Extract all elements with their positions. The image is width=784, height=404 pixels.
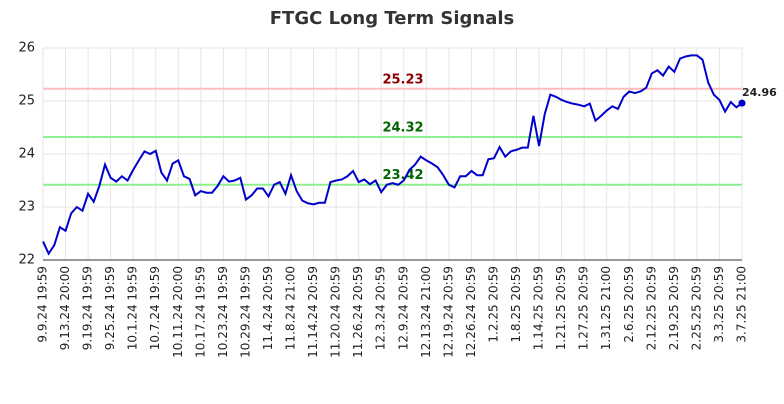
x-tick-label: 2.19.25 20:59 — [667, 266, 681, 350]
x-tick-label: 12.3.24 20:59 — [374, 266, 388, 350]
price-line — [42, 54, 743, 256]
x-tick-label: 1.14.25 20:59 — [532, 266, 546, 350]
x-tick-label: 11.26.24 20:59 — [351, 266, 365, 358]
x-tick-label: 12.9.24 20:59 — [396, 266, 410, 350]
x-tick-label: 1.21.25 20:59 — [554, 266, 568, 350]
x-tick-label: 10.11.24 20:00 — [171, 266, 185, 358]
x-tick-label: 1.8.25 20:59 — [509, 266, 523, 343]
x-tick-label: 12.19.24 20:59 — [441, 266, 455, 358]
x-tick-label: 2.25.25 20:59 — [689, 266, 703, 350]
x-tick-label: 9.9.24 19:59 — [36, 266, 50, 343]
chart-title: FTGC Long Term Signals — [270, 8, 515, 29]
x-tick-label: 2.12.25 20:59 — [644, 266, 658, 350]
signal-label: 25.23 — [382, 72, 423, 87]
x-tick-label: 10.1.24 19:59 — [126, 266, 140, 350]
x-tick-label: 11.14.24 20:59 — [306, 266, 320, 358]
y-tick-label: 23 — [18, 200, 35, 215]
y-tick-label: 24 — [18, 147, 35, 162]
x-tick-label: 12.26.24 20:59 — [464, 266, 478, 358]
x-tick-label: 10.7.24 19:59 — [148, 266, 162, 350]
y-tick-label: 25 — [18, 94, 35, 109]
x-tick-label: 1.2.25 20:59 — [486, 266, 500, 343]
x-tick-label: 9.19.24 19:59 — [81, 266, 95, 350]
x-tick-label: 1.27.25 20:59 — [577, 266, 591, 350]
x-tick-label: 12.13.24 21:00 — [419, 266, 433, 358]
signal-label: 23.42 — [382, 168, 423, 183]
x-tick-label: 9.25.24 19:59 — [103, 266, 117, 350]
y-tick-label: 22 — [18, 253, 35, 268]
x-tick-label: 1.31.25 21:00 — [599, 266, 613, 350]
x-tick-label: 11.4.24 20:59 — [261, 266, 275, 350]
x-tick-label: 2.6.25 20:59 — [622, 266, 636, 343]
x-tick-label: 11.8.24 21:00 — [284, 266, 298, 350]
last-value-label: 24.96 — [742, 86, 777, 99]
last-point — [738, 99, 746, 107]
x-tick-label: 10.17.24 19:59 — [193, 266, 207, 358]
x-tick-label: 10.23.24 19:59 — [216, 266, 230, 358]
x-tick-label: 11.20.24 20:59 — [329, 266, 343, 358]
y-tick-label: 26 — [18, 41, 35, 56]
x-tick-label: 9.13.24 20:00 — [58, 266, 72, 350]
signal-label: 24.32 — [382, 121, 423, 136]
x-tick-label: 10.29.24 19:59 — [238, 266, 252, 358]
x-tick-label: 3.3.25 20:59 — [712, 266, 726, 343]
x-tick-label: 3.7.25 21:00 — [735, 266, 749, 343]
